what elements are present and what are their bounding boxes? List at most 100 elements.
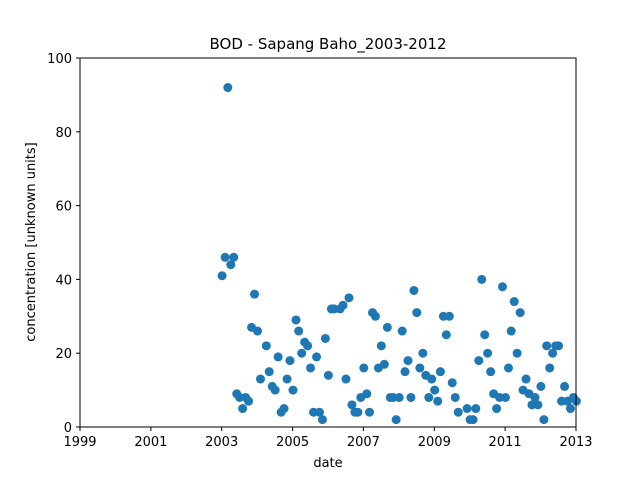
data-point	[270, 385, 280, 395]
chart-title: BOD - Sapang Baho_2003-2012	[210, 35, 447, 54]
data-point	[249, 289, 259, 299]
data-point	[359, 363, 369, 373]
data-point	[560, 381, 570, 391]
data-point	[441, 330, 451, 340]
x-tick-label: 2003	[205, 435, 238, 450]
x-tick-label: 2007	[347, 435, 380, 450]
data-point	[444, 311, 454, 321]
data-point	[323, 370, 333, 380]
data-point	[365, 407, 375, 417]
plot-area-frame	[79, 57, 577, 428]
data-point	[409, 285, 419, 295]
data-point	[483, 348, 493, 358]
data-point	[255, 374, 265, 384]
data-point	[427, 374, 437, 384]
data-point	[548, 348, 558, 358]
y-tick-label: 20	[55, 347, 72, 362]
data-point	[220, 252, 230, 262]
data-point	[303, 341, 313, 351]
axis-ticks: 1999 2001 2003 2005 2007 2009 2011 2013 0 20 40 60 8…	[47, 52, 592, 450]
data-point	[362, 389, 372, 399]
data-point	[294, 326, 304, 336]
data-point	[379, 359, 389, 369]
data-point	[341, 374, 351, 384]
data-point	[486, 367, 496, 377]
data-point	[226, 260, 236, 270]
data-point	[506, 326, 516, 336]
data-point	[338, 300, 348, 310]
data-point	[229, 252, 239, 262]
data-point	[397, 326, 407, 336]
data-point	[418, 348, 428, 358]
data-point	[320, 333, 330, 343]
data-point	[223, 83, 233, 93]
data-point	[279, 404, 289, 414]
data-point	[474, 356, 484, 366]
y-tick-label: 0	[64, 421, 72, 436]
data-point	[530, 392, 540, 402]
data-point	[554, 341, 564, 351]
x-tick-label: 2011	[489, 435, 522, 450]
data-point	[306, 363, 316, 373]
x-tick-label: 2005	[276, 435, 309, 450]
data-point	[430, 385, 440, 395]
x-axis-label: date	[313, 456, 342, 471]
x-tick-label: 2001	[134, 435, 167, 450]
y-tick-label: 60	[55, 200, 72, 215]
data-point	[492, 404, 502, 414]
data-point	[400, 367, 410, 377]
data-point	[382, 322, 392, 332]
data-point	[261, 341, 271, 351]
data-point	[376, 341, 386, 351]
data-point	[282, 374, 292, 384]
data-point	[353, 407, 363, 417]
data-point	[565, 404, 575, 414]
data-point	[406, 392, 416, 402]
data-point	[450, 392, 460, 402]
data-point	[533, 400, 543, 410]
data-point	[512, 348, 522, 358]
data-point	[288, 385, 298, 395]
data-point	[536, 381, 546, 391]
data-point	[317, 415, 327, 425]
y-axis-label: concentration [unknown units]	[24, 142, 39, 341]
data-point	[509, 297, 519, 307]
data-point	[394, 392, 404, 402]
y-tick-label: 100	[47, 52, 72, 67]
data-point	[391, 415, 401, 425]
data-point	[415, 363, 425, 373]
data-point	[480, 330, 490, 340]
data-point	[542, 341, 552, 351]
data-point	[424, 392, 434, 402]
data-point	[347, 400, 357, 410]
data-point	[468, 415, 478, 425]
data-point	[503, 363, 513, 373]
data-point	[370, 311, 380, 321]
data-point	[462, 404, 472, 414]
data-point	[264, 367, 274, 377]
y-tick-label: 40	[55, 273, 72, 288]
data-point	[273, 352, 283, 362]
data-point	[285, 356, 295, 366]
data-point	[539, 415, 549, 425]
x-tick-label: 2013	[559, 435, 592, 450]
data-point	[471, 404, 481, 414]
data-point	[433, 396, 443, 406]
data-point	[252, 326, 262, 336]
data-point	[238, 404, 248, 414]
data-point	[244, 396, 254, 406]
data-point	[312, 352, 322, 362]
data-point	[497, 282, 507, 292]
y-tick-label: 80	[55, 126, 72, 141]
data-point	[297, 348, 307, 358]
data-point	[477, 274, 487, 284]
data-point	[217, 271, 227, 281]
data-point	[447, 378, 457, 388]
data-point	[453, 407, 463, 417]
data-points	[217, 83, 581, 425]
data-point	[314, 407, 324, 417]
x-tick-label: 2009	[418, 435, 451, 450]
x-tick-label: 1999	[63, 435, 96, 450]
data-point	[515, 308, 525, 318]
